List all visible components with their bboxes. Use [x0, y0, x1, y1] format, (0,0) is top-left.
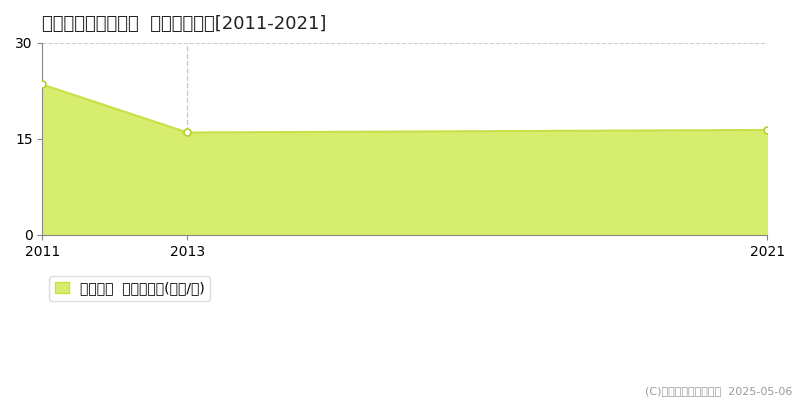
Point [181, 129, 194, 136]
Text: 各務原市蘇原早苗町  土地価格推移[2011-2021]: 各務原市蘇原早苗町 土地価格推移[2011-2021] [42, 15, 326, 33]
Point [761, 127, 774, 133]
Point [36, 81, 49, 88]
Legend: 土地価格  平均坪単価(万円/坪): 土地価格 平均坪単価(万円/坪) [50, 276, 210, 301]
Text: (C)土地価格ドットコム  2025-05-06: (C)土地価格ドットコム 2025-05-06 [645, 386, 792, 396]
